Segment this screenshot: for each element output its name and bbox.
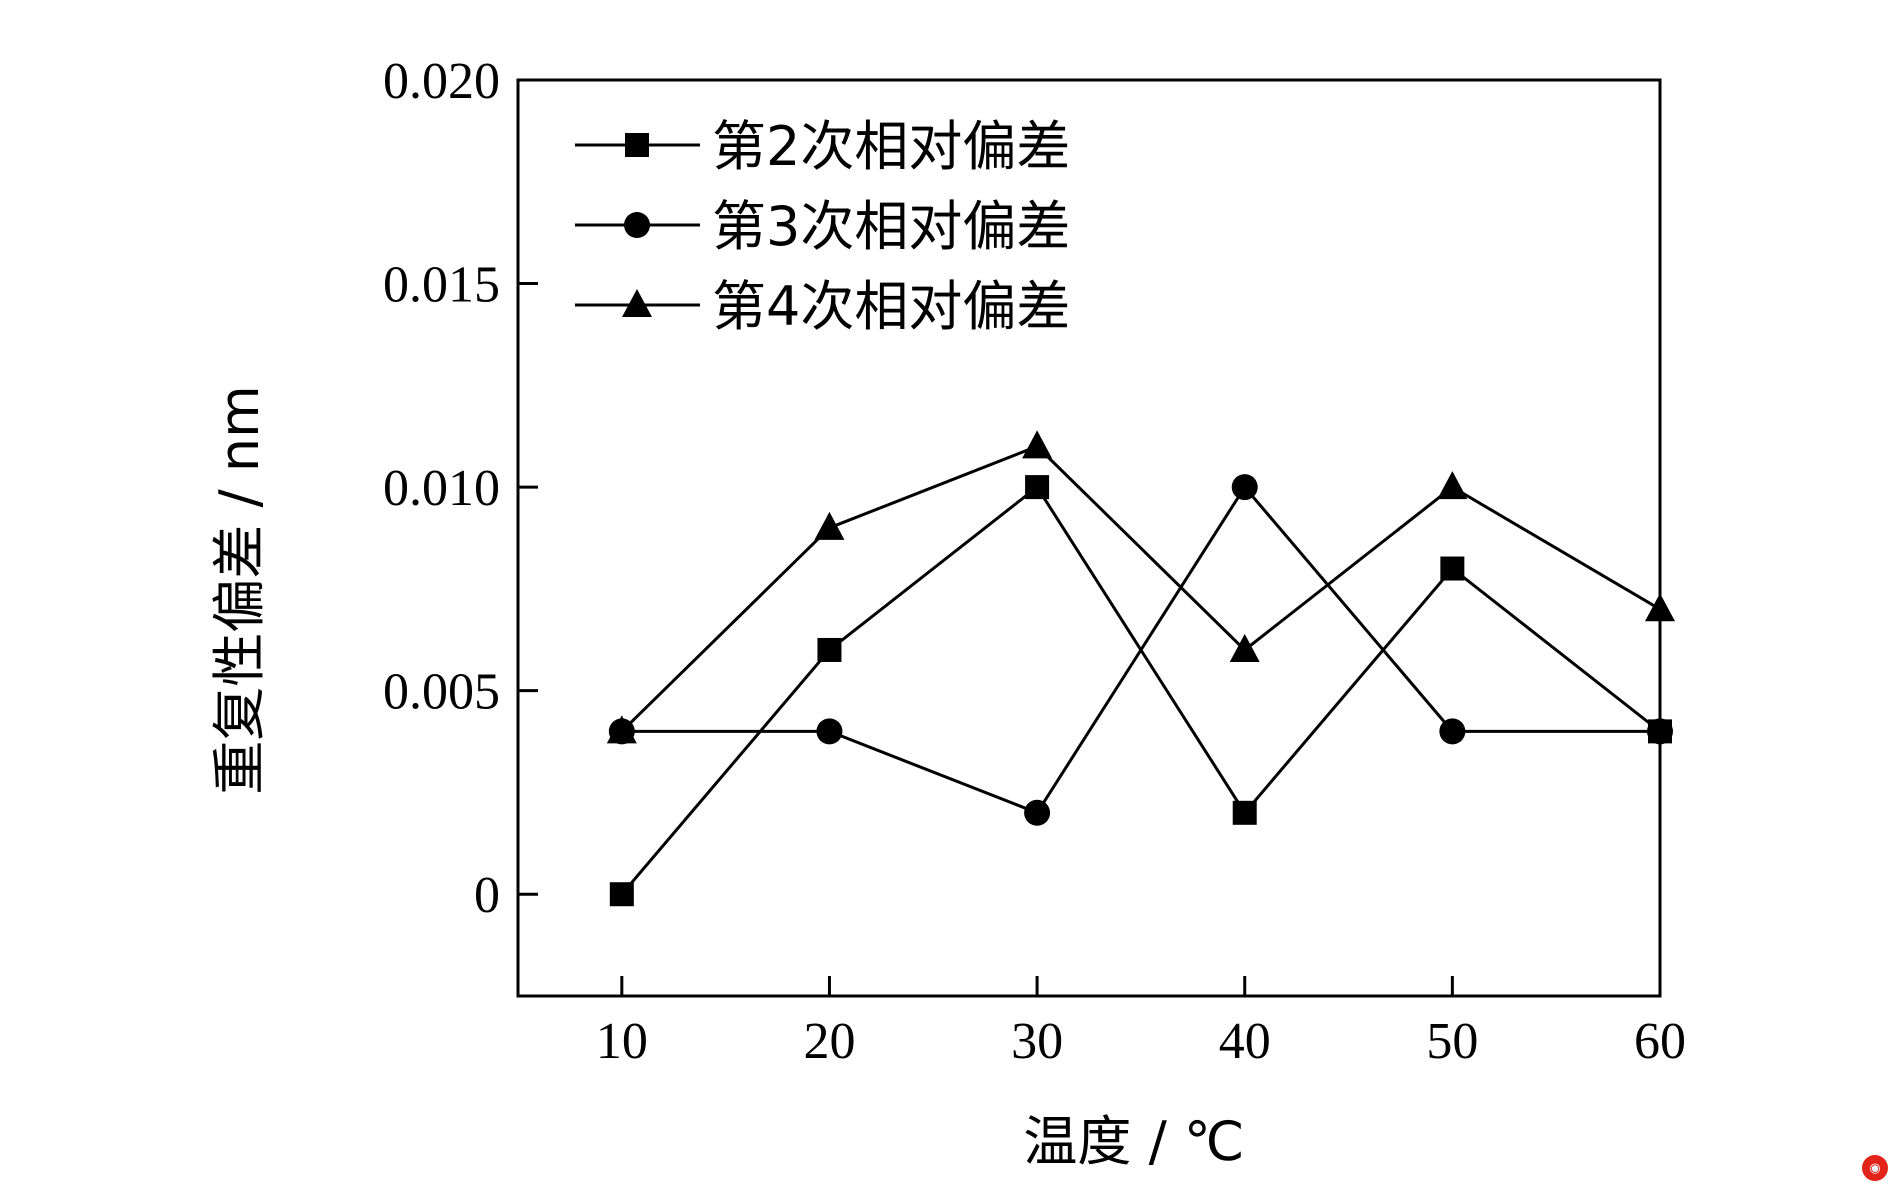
circle-marker	[1024, 799, 1051, 826]
x-tick-label: 50	[1426, 1013, 1478, 1070]
series-2	[608, 474, 1673, 826]
legend-item-2: 第3次相对偏差	[575, 195, 1070, 258]
y-tick-label: 0.020	[383, 53, 500, 110]
triangle-marker	[1437, 471, 1468, 500]
watermark-logo-icon: ◉	[1862, 1155, 1888, 1181]
circle-marker	[816, 718, 843, 745]
circle-marker	[1647, 718, 1673, 745]
triangle-marker	[1645, 593, 1675, 622]
x-axis-label: 温度 / ℃	[1023, 1110, 1244, 1173]
y-tick-label: 0.005	[383, 664, 500, 721]
x-tick-label: 30	[1011, 1013, 1063, 1070]
axes: 10 20 30 40 50 60 0 0.005 0.010 0.015 0.020	[383, 53, 1686, 1070]
triangle-marker	[1229, 633, 1260, 662]
square-marker	[609, 882, 634, 907]
series-3	[606, 430, 1675, 744]
legend-label: 第2次相对偏差	[712, 115, 1070, 178]
square-marker	[1440, 556, 1465, 581]
x-tick-label: 10	[596, 1013, 648, 1070]
y-tick-label: 0.015	[383, 257, 500, 314]
square-marker	[817, 637, 842, 662]
y-tick-label: 0	[474, 867, 500, 924]
legend-label: 第4次相对偏差	[712, 275, 1070, 338]
x-tick-label: 60	[1634, 1013, 1686, 1070]
legend-item-1: 第2次相对偏差	[575, 115, 1070, 178]
legend-item-3: 第4次相对偏差	[575, 275, 1070, 338]
series-line	[621, 484, 1660, 815]
y-tick-label: 0.010	[383, 460, 500, 517]
square-marker	[1232, 800, 1257, 825]
plot-frame	[516, 78, 1662, 998]
y-axis-label: 重复性偏差 / nm	[208, 385, 271, 794]
plot-series	[606, 430, 1675, 907]
triangle-marker	[814, 511, 845, 540]
square-marker	[1025, 475, 1050, 500]
series-1	[609, 475, 1672, 907]
x-tick-label: 40	[1219, 1013, 1271, 1070]
triangle-marker	[606, 715, 637, 744]
circle-marker	[624, 212, 650, 238]
triangle-marker	[1022, 430, 1053, 459]
triangle-marker	[622, 289, 652, 317]
legend-label: 第3次相对偏差	[712, 195, 1070, 258]
circle-marker	[1439, 718, 1466, 745]
circle-marker	[1231, 474, 1258, 501]
x-tick-label: 20	[803, 1013, 855, 1070]
watermark: ◉	[1862, 1155, 1888, 1181]
series-line	[620, 444, 1661, 733]
square-marker	[625, 133, 649, 157]
